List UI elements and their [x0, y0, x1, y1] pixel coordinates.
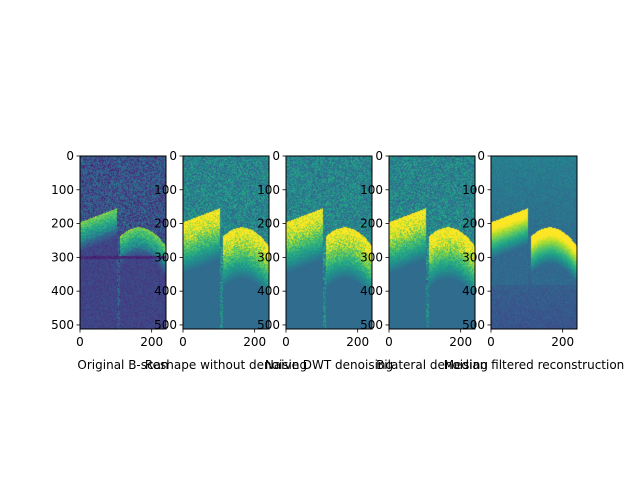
ytick-label: 500: [154, 318, 177, 332]
panel-label-reshape: Reshape without denoising: [145, 358, 307, 372]
ytick-label: 100: [51, 183, 74, 197]
ytick-label: 500: [462, 318, 485, 332]
ytick-label: 0: [272, 149, 280, 163]
ytick-label: 300: [360, 250, 383, 264]
xtick-label: 200: [243, 335, 266, 349]
heatmap-image-naive: [286, 156, 372, 329]
ytick-label: 400: [154, 284, 177, 298]
ytick-label: 0: [375, 149, 383, 163]
ytick-label: 300: [257, 250, 280, 264]
ytick-label: 100: [360, 183, 383, 197]
ytick-label: 0: [477, 149, 485, 163]
ytick-label: 500: [257, 318, 280, 332]
axes-frame-naive: [285, 155, 373, 330]
xtick-label: 200: [346, 335, 369, 349]
ytick-label: 500: [360, 318, 383, 332]
xtick-label: 0: [76, 335, 84, 349]
xtick-label: 0: [487, 335, 495, 349]
axes-frame-bilateral: [388, 155, 476, 330]
ytick-label: 200: [154, 217, 177, 231]
xtick-label: 200: [449, 335, 472, 349]
ytick-label: 200: [360, 217, 383, 231]
ytick-label: 200: [462, 217, 485, 231]
heatmap-image-original: [80, 156, 166, 329]
panel-label-original: Original B-scan: [77, 358, 168, 372]
ytick-label: 300: [462, 250, 485, 264]
ytick-label: 0: [169, 149, 177, 163]
ytick-label: 0: [66, 149, 74, 163]
ytick-label: 300: [51, 250, 74, 264]
xtick-label: 0: [179, 335, 187, 349]
xtick-label: 200: [140, 335, 163, 349]
xtick-label: 200: [551, 335, 574, 349]
ytick-label: 100: [257, 183, 280, 197]
ytick-label: 500: [51, 318, 74, 332]
ytick-label: 100: [154, 183, 177, 197]
panel-label-median: Median filtered reconstruction: [444, 358, 625, 372]
heatmap-image-reshape: [183, 156, 269, 329]
ytick-label: 200: [257, 217, 280, 231]
ytick-label: 400: [51, 284, 74, 298]
xtick-label: 0: [282, 335, 290, 349]
panel-label-naive: Naive DWT denoising: [265, 358, 393, 372]
axes-frame-reshape: [182, 155, 270, 330]
heatmap-image-median: [491, 156, 577, 329]
ytick-label: 400: [462, 284, 485, 298]
ytick-label: 400: [257, 284, 280, 298]
xtick-label: 0: [385, 335, 393, 349]
ytick-label: 300: [154, 250, 177, 264]
axes-frame-original: [79, 155, 167, 330]
ytick-label: 200: [51, 217, 74, 231]
panel-label-bilateral: Bilateral denoising: [376, 358, 488, 372]
heatmap-image-bilateral: [389, 156, 475, 329]
axes-frame-median: [490, 155, 578, 330]
ytick-label: 100: [462, 183, 485, 197]
ytick-label: 400: [360, 284, 383, 298]
